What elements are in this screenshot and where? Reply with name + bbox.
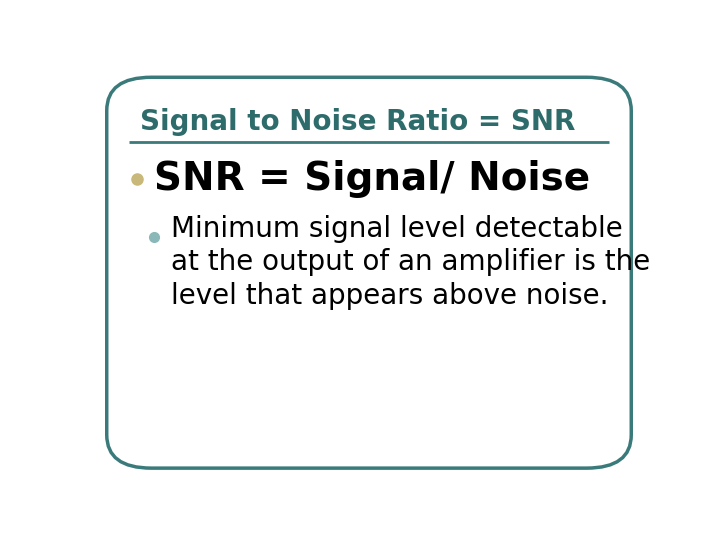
Text: Minimum signal level detectable: Minimum signal level detectable — [171, 215, 623, 243]
FancyBboxPatch shape — [107, 77, 631, 468]
Text: level that appears above noise.: level that appears above noise. — [171, 281, 608, 309]
Text: SNR = Signal/ Noise: SNR = Signal/ Noise — [154, 160, 590, 198]
Text: at the output of an amplifier is the: at the output of an amplifier is the — [171, 248, 650, 276]
Text: Signal to Noise Ratio = SNR: Signal to Noise Ratio = SNR — [140, 109, 575, 137]
